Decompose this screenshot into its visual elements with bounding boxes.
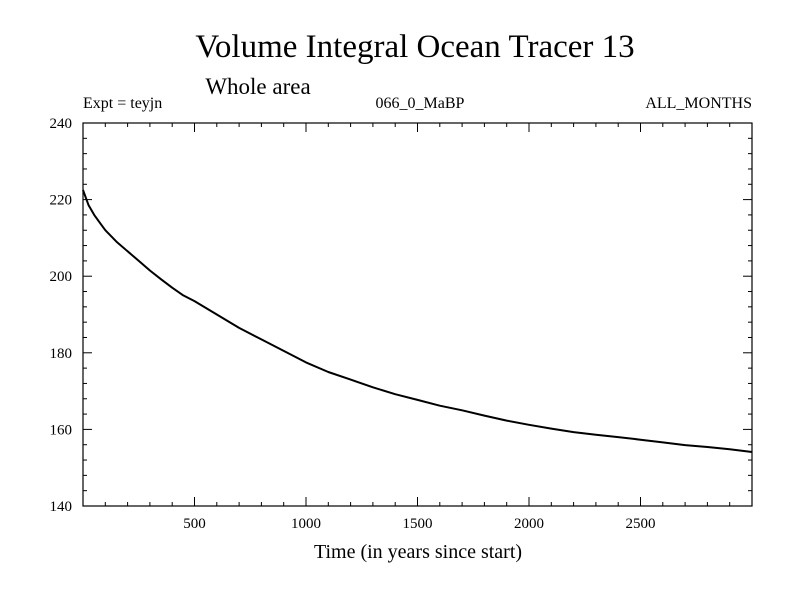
x-tick-label: 500	[183, 516, 206, 532]
run-label: 066_0_MaBP	[376, 95, 465, 112]
chart-subtitle: Whole area	[205, 74, 310, 99]
x-axis-label: Time (in years since start)	[314, 541, 522, 563]
axis-ticks	[83, 123, 752, 506]
x-tick-label: 2500	[626, 516, 656, 532]
y-tick-label: 180	[50, 346, 73, 362]
series-line	[82, 189, 753, 453]
y-tick-label: 160	[50, 422, 73, 438]
axis-tick-labels: 500 1000 1500 2000 2500 140 160 180 200 220 240	[50, 116, 656, 532]
data-series	[82, 189, 753, 453]
expt-label: Expt = teyjn	[83, 95, 162, 112]
y-tick-label: 240	[50, 116, 73, 132]
y-tick-label: 200	[50, 269, 73, 285]
chart-title: Volume Integral Ocean Tracer 13	[195, 29, 634, 65]
x-tick-label: 2000	[514, 516, 544, 532]
y-tick-label: 220	[50, 193, 73, 209]
y-tick-label: 140	[50, 499, 73, 515]
plot-frame	[82, 122, 753, 507]
x-tick-label: 1500	[403, 516, 433, 532]
x-tick-label: 1000	[291, 516, 321, 532]
period-label: ALL_MONTHS	[645, 95, 752, 112]
